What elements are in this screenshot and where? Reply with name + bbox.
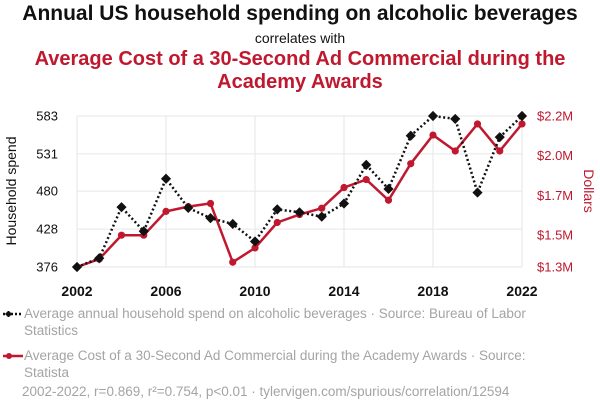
data-point-ad-cost (429, 131, 437, 139)
y-right-tick-label: $1.7M (537, 188, 573, 203)
legend-swatch-ad-cost (3, 353, 23, 359)
data-point-household-spend (183, 202, 194, 214)
data-point-ad-cost (273, 218, 281, 227)
data-point-household-spend (272, 204, 283, 215)
data-point-household-spend (338, 198, 350, 209)
data-point-ad-cost (318, 204, 326, 212)
gridlines (76, 115, 523, 268)
x-tick-label: 2006 (150, 283, 181, 299)
y-left-tick-label: 428 (36, 222, 58, 237)
data-point-household-spend (94, 253, 105, 264)
data-point-household-spend (138, 226, 149, 237)
data-point-household-spend (249, 236, 261, 247)
chart-connector-text: correlates with (254, 30, 346, 46)
tick-labels: 376 428 480 531 583 $1.3M $1.5M $1.7M $2.0M $2.2M… (36, 109, 573, 300)
data-point-household-spend (494, 132, 505, 143)
data-point-ad-cost (496, 147, 504, 155)
series-layer (71, 110, 528, 273)
y-right-axis-label: Dollars (581, 169, 597, 213)
data-point-household-spend (205, 213, 216, 224)
data-point-ad-cost (340, 183, 348, 192)
y-right-tick-label: $2.0M (537, 148, 573, 163)
data-point-household-spend (383, 183, 394, 195)
chart-subtitle: Average Cost of a 30-Second Ad Commercia… (34, 48, 566, 93)
y-left-tick-label: 480 (36, 184, 58, 199)
x-tick-label: 2002 (61, 283, 92, 299)
data-point-ad-cost (407, 160, 415, 168)
x-tick-label: 2018 (417, 283, 448, 299)
data-point-household-spend (427, 110, 439, 122)
y-left-axis-label: Household spend (3, 137, 19, 246)
data-point-ad-cost (384, 196, 393, 204)
data-point-household-spend (450, 113, 461, 125)
data-point-household-spend (405, 130, 416, 141)
data-point-ad-cost (117, 231, 126, 239)
y-left-tick-label: 583 (36, 109, 58, 124)
y-right-tick-label: $1.5M (537, 228, 573, 243)
y-right-tick-label: $1.3M (537, 260, 573, 275)
chart-footer: 2002-2022, r=0.869, r²=0.754, p<0.01 · t… (22, 384, 510, 399)
y-left-tick-label: 531 (36, 146, 58, 161)
data-point-ad-cost (162, 207, 170, 215)
y-right-tick-label: $2.2M (537, 109, 573, 124)
data-point-ad-cost (206, 199, 215, 208)
data-point-household-spend (316, 211, 327, 222)
data-point-ad-cost (229, 258, 237, 266)
data-point-household-spend (227, 218, 238, 230)
legend-item-household-spend: Average annual household spend on alcoho… (2, 305, 562, 339)
data-point-ad-cost (451, 147, 459, 155)
x-tick-label: 2014 (328, 283, 359, 299)
y-left-tick-label: 376 (36, 260, 58, 275)
data-point-household-spend (116, 202, 127, 213)
data-point-household-spend (472, 187, 483, 198)
legend-label-ad-cost: Average Cost of a 30-Second Ad Commercia… (24, 348, 526, 380)
x-tick-label: 2010 (239, 283, 270, 299)
x-tick-label: 2022 (506, 283, 537, 299)
chart-plot: 376 428 480 531 583 $1.3M $1.5M $1.7M $2.0M $2.2M… (3, 109, 597, 300)
legend-swatch-household-spend (3, 311, 23, 317)
data-point-household-spend (361, 159, 372, 170)
legend-label-household-spend: Average annual household spend on alcoho… (24, 306, 526, 338)
data-point-ad-cost (473, 120, 482, 128)
legend-item-ad-cost: Average Cost of a 30-Second Ad Commercia… (2, 347, 562, 381)
chart-title: Annual US household spending on alcoholi… (22, 2, 578, 25)
data-point-ad-cost (518, 120, 526, 128)
data-point-household-spend (516, 110, 528, 122)
data-point-ad-cost (362, 175, 370, 184)
series-line-ad-cost (76, 122, 523, 269)
data-point-ad-cost (251, 244, 259, 252)
data-point-household-spend (160, 173, 172, 184)
data-point-household-spend (71, 261, 83, 273)
